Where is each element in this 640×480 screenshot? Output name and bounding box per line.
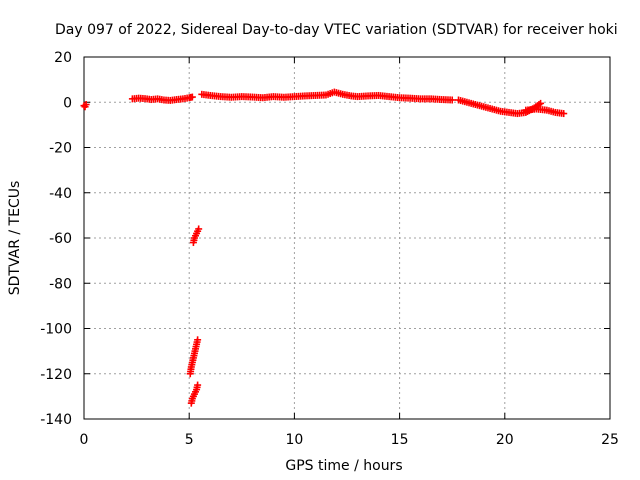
data-point: [537, 99, 545, 107]
data-point: [560, 110, 568, 118]
x-tick-label: 25: [601, 432, 619, 448]
y-tick-label: -60: [49, 231, 72, 247]
y-tick-label: 20: [54, 50, 72, 66]
y-tick-label: -100: [40, 322, 72, 338]
x-tick-label: 20: [496, 432, 514, 448]
data-points: [80, 88, 568, 407]
y-tick-label: -40: [49, 186, 72, 202]
y-tick-label: -20: [49, 141, 72, 157]
data-point: [194, 381, 202, 389]
x-tick-label: 5: [185, 432, 194, 448]
chart-title: Day 097 of 2022, Sidereal Day-to-day VTE…: [55, 22, 618, 38]
y-axis-label: SDTVAR / TECUs: [7, 181, 23, 296]
x-tick-label: 0: [80, 432, 89, 448]
y-tick-label: 0: [63, 95, 72, 111]
data-point: [188, 93, 196, 101]
axis-ticks: 0 5 10 15 20 25 20 0 -20 -40 -60 -80 -100 -120 -140: [40, 50, 619, 448]
data-point: [195, 225, 203, 233]
y-tick-label: -80: [49, 276, 72, 292]
grid: [84, 57, 610, 419]
x-axis-label: GPS time / hours: [285, 458, 402, 474]
x-tick-label: 15: [391, 432, 409, 448]
data-point: [194, 336, 202, 344]
y-tick-label: -120: [40, 367, 72, 383]
data-point: [82, 101, 90, 109]
x-tick-label: 10: [285, 432, 303, 448]
y-tick-label: -140: [40, 412, 72, 428]
data-point: [448, 96, 456, 104]
